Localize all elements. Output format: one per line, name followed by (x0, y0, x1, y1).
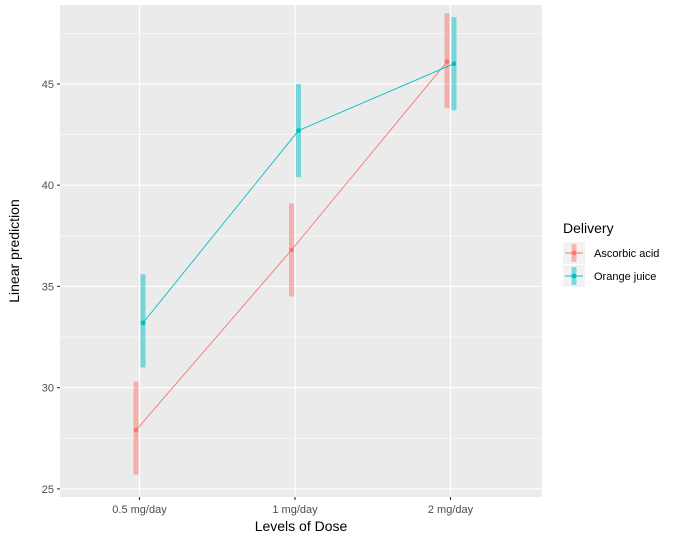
data-point (133, 427, 139, 433)
major-gridlines (60, 5, 542, 497)
legend: Delivery Ascorbic acid Orange juice (563, 220, 659, 287)
x-tick-label: 2 mg/day (428, 504, 474, 516)
legend-label: Orange juice (594, 271, 656, 283)
legend-item-ascorbic-acid: Ascorbic acid (563, 242, 659, 264)
legend-items: Ascorbic acid Orange juice (563, 242, 659, 287)
data-point (444, 59, 450, 65)
x-axis-title: Levels of Dose (255, 518, 348, 534)
legend-label: Ascorbic acid (594, 248, 659, 260)
y-tick-label: 40 (42, 180, 54, 192)
data-point (296, 128, 301, 133)
x-axis-ticks: 0.5 mg/day 1 mg/day 2 mg/day (112, 497, 474, 516)
y-tick-label: 30 (42, 383, 54, 395)
legend-item-orange-juice: Orange juice (563, 265, 656, 287)
minor-gridlines (60, 33, 542, 439)
series-ascorbic-acid (133, 13, 450, 475)
data-point (289, 247, 294, 253)
data-point (140, 320, 146, 326)
series-orange-juice (140, 17, 457, 368)
series-layer (133, 13, 457, 475)
legend-title: Delivery (563, 220, 614, 236)
x-tick-label: 1 mg/day (272, 504, 318, 516)
y-tick-label: 35 (42, 281, 54, 293)
y-axis-title: Linear prediction (6, 199, 22, 303)
legend-key-point (571, 273, 577, 279)
data-point (451, 61, 457, 67)
x-tick-label: 0.5 mg/day (112, 504, 167, 516)
plot-panel (60, 5, 542, 497)
legend-key-point (571, 250, 577, 256)
y-tick-label: 25 (42, 484, 54, 496)
y-tick-label: 45 (42, 79, 54, 91)
y-axis-ticks: 25 30 35 40 45 (42, 79, 60, 496)
